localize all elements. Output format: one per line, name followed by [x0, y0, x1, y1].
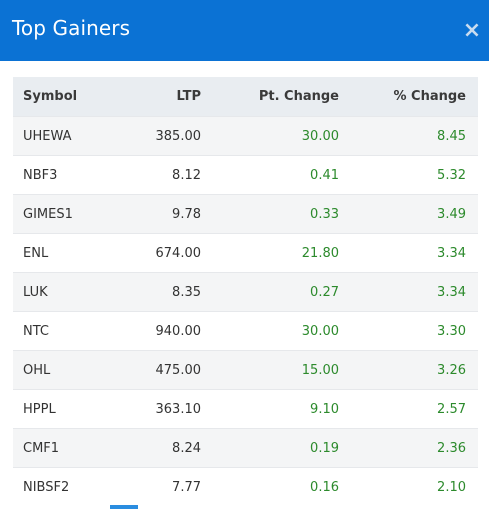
- pt-change-cell: 30.00: [301, 128, 339, 144]
- ltp-cell: 7.77: [172, 479, 201, 495]
- symbol-cell: CMF1: [23, 440, 60, 456]
- pct-change-cell: 2.36: [437, 440, 466, 456]
- symbol-cell: OHL: [23, 362, 51, 378]
- pt-change-cell: 0.19: [310, 440, 339, 456]
- ltp-cell: 674.00: [155, 245, 202, 261]
- table-header-row: Symbol LTP Pt. Change % Change: [13, 77, 478, 116]
- pct-change-cell: 2.10: [437, 479, 466, 495]
- pct-change-cell: 3.26: [437, 362, 466, 378]
- dialog-header: Top Gainers ×: [0, 0, 489, 61]
- top-gainers-table: Symbol LTP Pt. Change % Change UHEWA 385.…: [13, 77, 478, 506]
- pct-change-cell: 5.32: [437, 167, 466, 183]
- symbol-cell: ENL: [23, 245, 49, 261]
- pt-change-cell: 15.00: [301, 362, 339, 378]
- symbol-cell: NTC: [23, 323, 49, 339]
- pct-change-cell: 3.34: [437, 284, 466, 300]
- symbol-cell: NBF3: [23, 167, 58, 183]
- pt-change-cell: 21.80: [301, 245, 339, 261]
- pt-change-cell: 0.27: [310, 284, 339, 300]
- pct-change-cell: 3.34: [437, 245, 466, 261]
- pct-change-cell: 2.57: [437, 401, 466, 417]
- dialog-title: Top Gainers: [12, 16, 131, 40]
- close-icon[interactable]: ×: [462, 18, 482, 43]
- ltp-cell: 8.24: [172, 440, 201, 456]
- table-row[interactable]: GIMES1 9.78 0.33 3.49: [13, 194, 478, 233]
- column-header-symbol[interactable]: Symbol: [23, 89, 78, 104]
- pt-change-cell: 30.00: [301, 323, 339, 339]
- pct-change-cell: 3.30: [437, 323, 466, 339]
- pt-change-cell: 9.10: [310, 401, 339, 417]
- table-row[interactable]: NIBSF2 7.77 0.16 2.10: [13, 467, 478, 506]
- pt-change-cell: 0.16: [310, 479, 339, 495]
- ltp-cell: 385.00: [155, 128, 202, 144]
- table-row[interactable]: HPPL 363.10 9.10 2.57: [13, 389, 478, 428]
- ltp-cell: 940.00: [155, 323, 202, 339]
- table-row[interactable]: CMF1 8.24 0.19 2.36: [13, 428, 478, 467]
- ltp-cell: 8.35: [172, 284, 201, 300]
- symbol-cell: NIBSF2: [23, 479, 70, 495]
- scroll-indicator[interactable]: [110, 505, 138, 509]
- table-row[interactable]: NTC 940.00 30.00 3.30: [13, 311, 478, 350]
- ltp-cell: 363.10: [155, 401, 202, 417]
- pt-change-cell: 0.41: [310, 167, 339, 183]
- table-row[interactable]: ENL 674.00 21.80 3.34: [13, 233, 478, 272]
- column-header-pct-change[interactable]: % Change: [393, 89, 467, 104]
- symbol-cell: UHEWA: [23, 128, 72, 144]
- column-header-ltp[interactable]: LTP: [176, 89, 201, 104]
- symbol-cell: HPPL: [23, 401, 56, 417]
- pct-change-cell: 3.49: [437, 206, 466, 222]
- pct-change-cell: 8.45: [437, 128, 466, 144]
- table-row[interactable]: UHEWA 385.00 30.00 8.45: [13, 116, 478, 155]
- ltp-cell: 9.78: [172, 206, 201, 222]
- pt-change-cell: 0.33: [310, 206, 339, 222]
- ltp-cell: 8.12: [172, 167, 201, 183]
- table-row[interactable]: NBF3 8.12 0.41 5.32: [13, 155, 478, 194]
- symbol-cell: GIMES1: [23, 206, 73, 222]
- ltp-cell: 475.00: [155, 362, 202, 378]
- symbol-cell: LUK: [23, 284, 48, 300]
- table-row[interactable]: OHL 475.00 15.00 3.26: [13, 350, 478, 389]
- table-row[interactable]: LUK 8.35 0.27 3.34: [13, 272, 478, 311]
- column-header-pt-change[interactable]: Pt. Change: [258, 89, 339, 104]
